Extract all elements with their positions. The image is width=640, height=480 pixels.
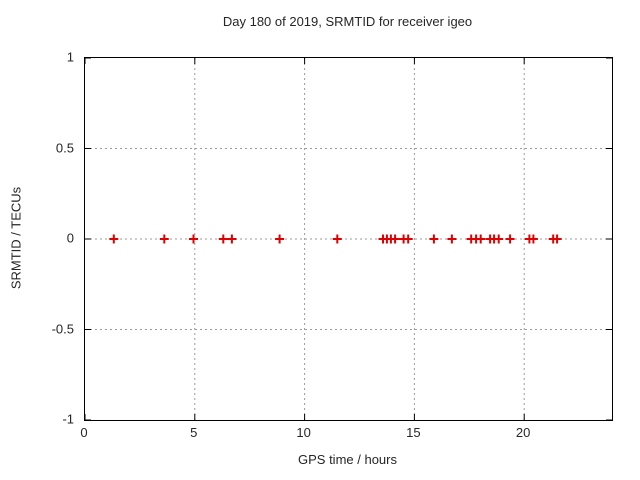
y-tick-label: 1: [66, 49, 74, 65]
data-point-marker: [476, 234, 486, 244]
data-point-marker: [403, 234, 413, 244]
data-point-marker: [227, 234, 237, 244]
data-point-marker: [390, 234, 400, 244]
x-axis-label: GPS time / hours: [298, 452, 397, 467]
x-tick-label: 5: [190, 425, 198, 440]
data-point-marker: [159, 234, 169, 244]
x-tick-label: 20: [515, 425, 531, 440]
y-tick-label: -0.5: [51, 321, 74, 336]
y-tick-label: -1: [62, 411, 74, 427]
data-point-marker: [447, 234, 457, 244]
plot-canvas: [85, 58, 612, 420]
x-tick-label: 0: [80, 425, 88, 440]
data-point-marker: [494, 234, 504, 244]
x-tick-label: 10: [296, 425, 311, 440]
data-point-marker: [218, 234, 228, 244]
data-point-marker: [189, 234, 198, 244]
data-point-marker: [109, 234, 119, 244]
data-point-marker: [528, 234, 538, 244]
data-point-marker: [552, 234, 562, 244]
data-point-marker: [275, 234, 285, 244]
x-tick-label: 15: [406, 425, 421, 440]
plot-area: [84, 57, 613, 421]
y-axis-label: SRMTID / TECUs: [8, 186, 24, 290]
y-tick-label: 0: [66, 230, 74, 246]
data-point-marker: [505, 234, 515, 244]
chart-title: Day 180 of 2019, SRMTID for receiver ige…: [222, 14, 473, 29]
y-tick-label: 0.5: [55, 140, 74, 155]
data-point-marker: [429, 234, 439, 244]
data-point-marker: [332, 234, 342, 244]
